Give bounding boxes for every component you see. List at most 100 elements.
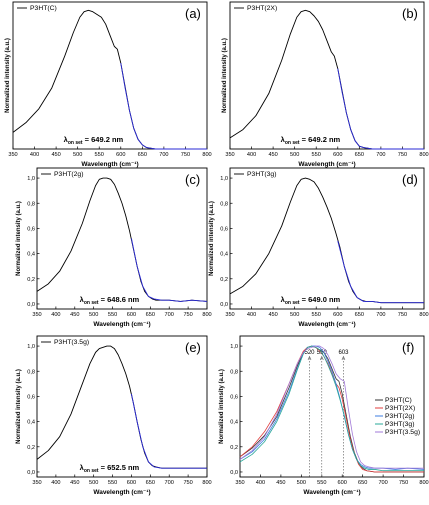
x-tick-label: 350 bbox=[8, 152, 17, 158]
legend-entry: P3HT(3.5g) bbox=[385, 429, 420, 436]
series-line-0 bbox=[229, 9, 424, 150]
onset-value: = 649.0 nm bbox=[300, 295, 341, 304]
y-axis-label: Normalized intensity (a.u.) bbox=[16, 369, 22, 444]
legend-entry: P3HT(2X) bbox=[385, 405, 415, 412]
series-line-1 bbox=[337, 240, 424, 304]
legend-entry: P3HT(2g) bbox=[54, 171, 83, 178]
x-tick-label: 650 bbox=[146, 480, 155, 486]
x-tick-label: 400 bbox=[247, 152, 256, 158]
series-line-1 bbox=[337, 68, 424, 150]
x-tick-label: 450 bbox=[268, 152, 277, 158]
y-tick-label: 0,2 bbox=[27, 277, 35, 283]
series-line-1 bbox=[130, 238, 208, 302]
x-tick-label: 650 bbox=[355, 312, 364, 318]
y-tick-label: 1,0 bbox=[27, 176, 35, 182]
x-tick-label: 550 bbox=[312, 312, 321, 318]
x-tick-label: 500 bbox=[297, 480, 306, 486]
y-tick-label: 0,8 bbox=[27, 369, 35, 375]
x-tick-label: 600 bbox=[127, 480, 136, 486]
onset-label: λon set = 649.2 nm bbox=[281, 135, 341, 146]
x-tick-label: 500 bbox=[89, 480, 98, 486]
peak-label: 520 bbox=[305, 350, 316, 356]
x-tick-label: 750 bbox=[181, 152, 190, 158]
y-axis-label: Normalized intensity (a.u.) bbox=[16, 201, 22, 276]
onset-lambda: λ bbox=[281, 295, 286, 304]
legend-entry: P3HT(C) bbox=[30, 5, 57, 12]
x-tick-label: 600 bbox=[333, 312, 342, 318]
panel-b: 350 400 450 500 550 600 650 700 750 800 Wavelength… bbox=[222, 1, 429, 168]
y-tick-label: 0,2 bbox=[220, 277, 228, 283]
onset-value: = 652.5 nm bbox=[99, 463, 140, 472]
onset-lambda: λ bbox=[281, 135, 286, 144]
onset-value: = 649.2 nm bbox=[300, 135, 341, 144]
x-tick-label: 550 bbox=[108, 480, 117, 486]
y-axis-label: Normalized intensity (a.u.) bbox=[222, 38, 228, 113]
y-tick-label: 0,6 bbox=[220, 226, 228, 232]
panel-f: 350 400 450 500 550 600 650 700 750 800 0,0 0,2 0,4 0… bbox=[219, 335, 429, 496]
series-line-0 bbox=[229, 177, 424, 304]
x-tick-label: 500 bbox=[73, 152, 82, 158]
series-line-1 bbox=[120, 62, 207, 150]
x-tick-label: 700 bbox=[159, 152, 168, 158]
x-tick-label: 450 bbox=[70, 312, 79, 318]
onset-label: λon set = 652.5 nm bbox=[80, 463, 140, 474]
y-tick-label: 0,2 bbox=[230, 445, 238, 451]
x-tick-label: 500 bbox=[290, 152, 299, 158]
y-tick-label: 1,0 bbox=[220, 176, 228, 182]
peak-arrow bbox=[307, 355, 312, 361]
x-tick-label: 800 bbox=[419, 152, 428, 158]
onset-lambda: λ bbox=[80, 463, 85, 472]
onset-label: λon set = 649.0 nm bbox=[281, 295, 341, 306]
panel-d: 350 400 450 500 550 600 650 700 750 800 0,0 0,2 0,4 0… bbox=[209, 167, 429, 328]
x-tick-label: 800 bbox=[202, 480, 211, 486]
onset-subscript: on set bbox=[84, 300, 99, 306]
x-tick-label: 650 bbox=[358, 480, 367, 486]
y-tick-label: 0,0 bbox=[220, 302, 228, 308]
series-line-4 bbox=[239, 345, 424, 469]
x-axis-label: Wavelength (cm⁻¹) bbox=[303, 489, 360, 496]
y-tick-label: 0,6 bbox=[230, 394, 238, 400]
x-axis-label: Wavelength (cm⁻¹) bbox=[298, 321, 355, 328]
legend-entry: P3HT(3g) bbox=[247, 171, 276, 178]
onset-value: = 649.2 nm bbox=[83, 135, 124, 144]
x-tick-label: 350 bbox=[235, 480, 244, 486]
plot-frame bbox=[229, 167, 425, 310]
x-tick-label: 700 bbox=[165, 312, 174, 318]
y-tick-label: 0,0 bbox=[27, 302, 35, 308]
x-tick-label: 400 bbox=[51, 312, 60, 318]
plot-frame bbox=[239, 335, 425, 478]
y-tick-label: 0,2 bbox=[27, 445, 35, 451]
plot-frame bbox=[229, 1, 425, 150]
x-axis-label: Wavelength (cm⁻¹) bbox=[93, 321, 150, 328]
y-tick-label: 0,4 bbox=[230, 420, 238, 426]
y-tick-label: 0,4 bbox=[220, 252, 228, 258]
x-tick-label: 400 bbox=[247, 312, 256, 318]
series-line-0 bbox=[36, 177, 208, 302]
series-line-2 bbox=[239, 345, 425, 470]
panel-label: (f) bbox=[402, 340, 414, 355]
x-tick-label: 750 bbox=[398, 312, 407, 318]
y-tick-label: 1,0 bbox=[27, 344, 35, 350]
plot-frame bbox=[36, 167, 208, 310]
series-line-0 bbox=[12, 9, 207, 150]
plot-frame bbox=[36, 335, 208, 478]
x-tick-label: 750 bbox=[399, 480, 408, 486]
x-tick-label: 500 bbox=[290, 312, 299, 318]
x-axis-label: Wavelength (cm⁻¹) bbox=[81, 161, 138, 168]
y-axis-label: Normalized intensity (a.u.) bbox=[209, 201, 215, 276]
panel-label: (c) bbox=[185, 172, 200, 187]
x-tick-label: 700 bbox=[378, 480, 387, 486]
x-tick-label: 600 bbox=[333, 152, 342, 158]
x-tick-label: 800 bbox=[202, 152, 211, 158]
y-tick-label: 0,0 bbox=[230, 470, 238, 476]
y-tick-label: 0,4 bbox=[27, 252, 35, 258]
x-tick-label: 800 bbox=[419, 480, 428, 486]
x-tick-label: 450 bbox=[276, 480, 285, 486]
x-tick-label: 750 bbox=[183, 480, 192, 486]
x-tick-label: 800 bbox=[202, 312, 211, 318]
x-tick-label: 700 bbox=[376, 312, 385, 318]
peak-label: 603 bbox=[338, 350, 349, 356]
x-tick-label: 450 bbox=[70, 480, 79, 486]
panel-label: (b) bbox=[402, 6, 418, 21]
legend-entry: P3HT(2X) bbox=[247, 5, 277, 12]
